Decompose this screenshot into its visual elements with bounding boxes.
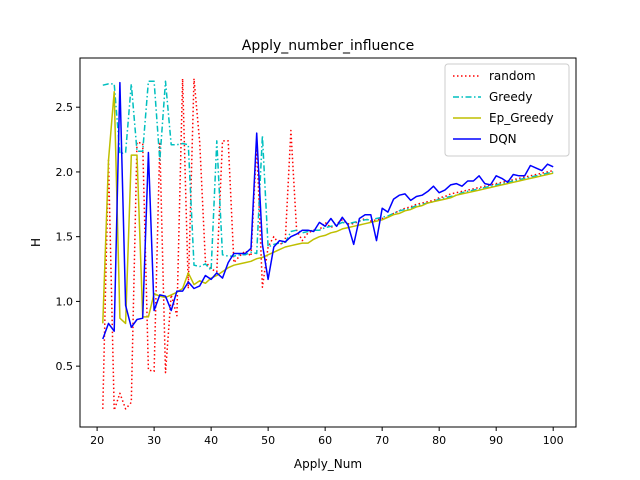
x-tick-label: 100 xyxy=(543,434,564,447)
legend-box xyxy=(444,63,570,157)
x-tick-label: 50 xyxy=(261,434,275,447)
legend-label: Greedy xyxy=(489,90,532,104)
x-tick-label: 20 xyxy=(90,434,104,447)
tick-layer: 20 30 40 50 60 70 80 90 100 0.5 1.0 1.5 2.0 2.5 xyxy=(56,101,564,447)
series-line-random xyxy=(102,77,554,411)
series-line-greedy xyxy=(102,80,554,272)
plot-frame xyxy=(79,57,577,428)
y-tick-label: 0.5 xyxy=(56,360,74,373)
y-axis-label: H xyxy=(29,238,43,247)
x-tick-label: 70 xyxy=(375,434,389,447)
legend-label: Ep_Greedy xyxy=(489,111,554,125)
legend: random Greedy Ep_Greedy DQN xyxy=(444,63,570,157)
series-layer xyxy=(102,77,554,411)
chart-title: Apply_number_influence xyxy=(242,38,414,54)
x-tick-label: 90 xyxy=(489,434,503,447)
x-tick-label: 60 xyxy=(318,434,332,447)
y-tick-label: 2.0 xyxy=(56,166,74,179)
x-tick-label: 40 xyxy=(204,434,218,447)
x-tick-label: 80 xyxy=(432,434,446,447)
series-line-dqn xyxy=(102,81,554,340)
y-tick-label: 2.5 xyxy=(56,101,74,114)
legend-label: DQN xyxy=(489,132,517,146)
y-tick-label: 1.5 xyxy=(56,231,74,244)
x-axis-label: Apply_Num xyxy=(294,457,362,471)
y-tick-label: 1.0 xyxy=(56,295,74,308)
legend-label: random xyxy=(489,69,536,83)
x-tick-label: 30 xyxy=(147,434,161,447)
